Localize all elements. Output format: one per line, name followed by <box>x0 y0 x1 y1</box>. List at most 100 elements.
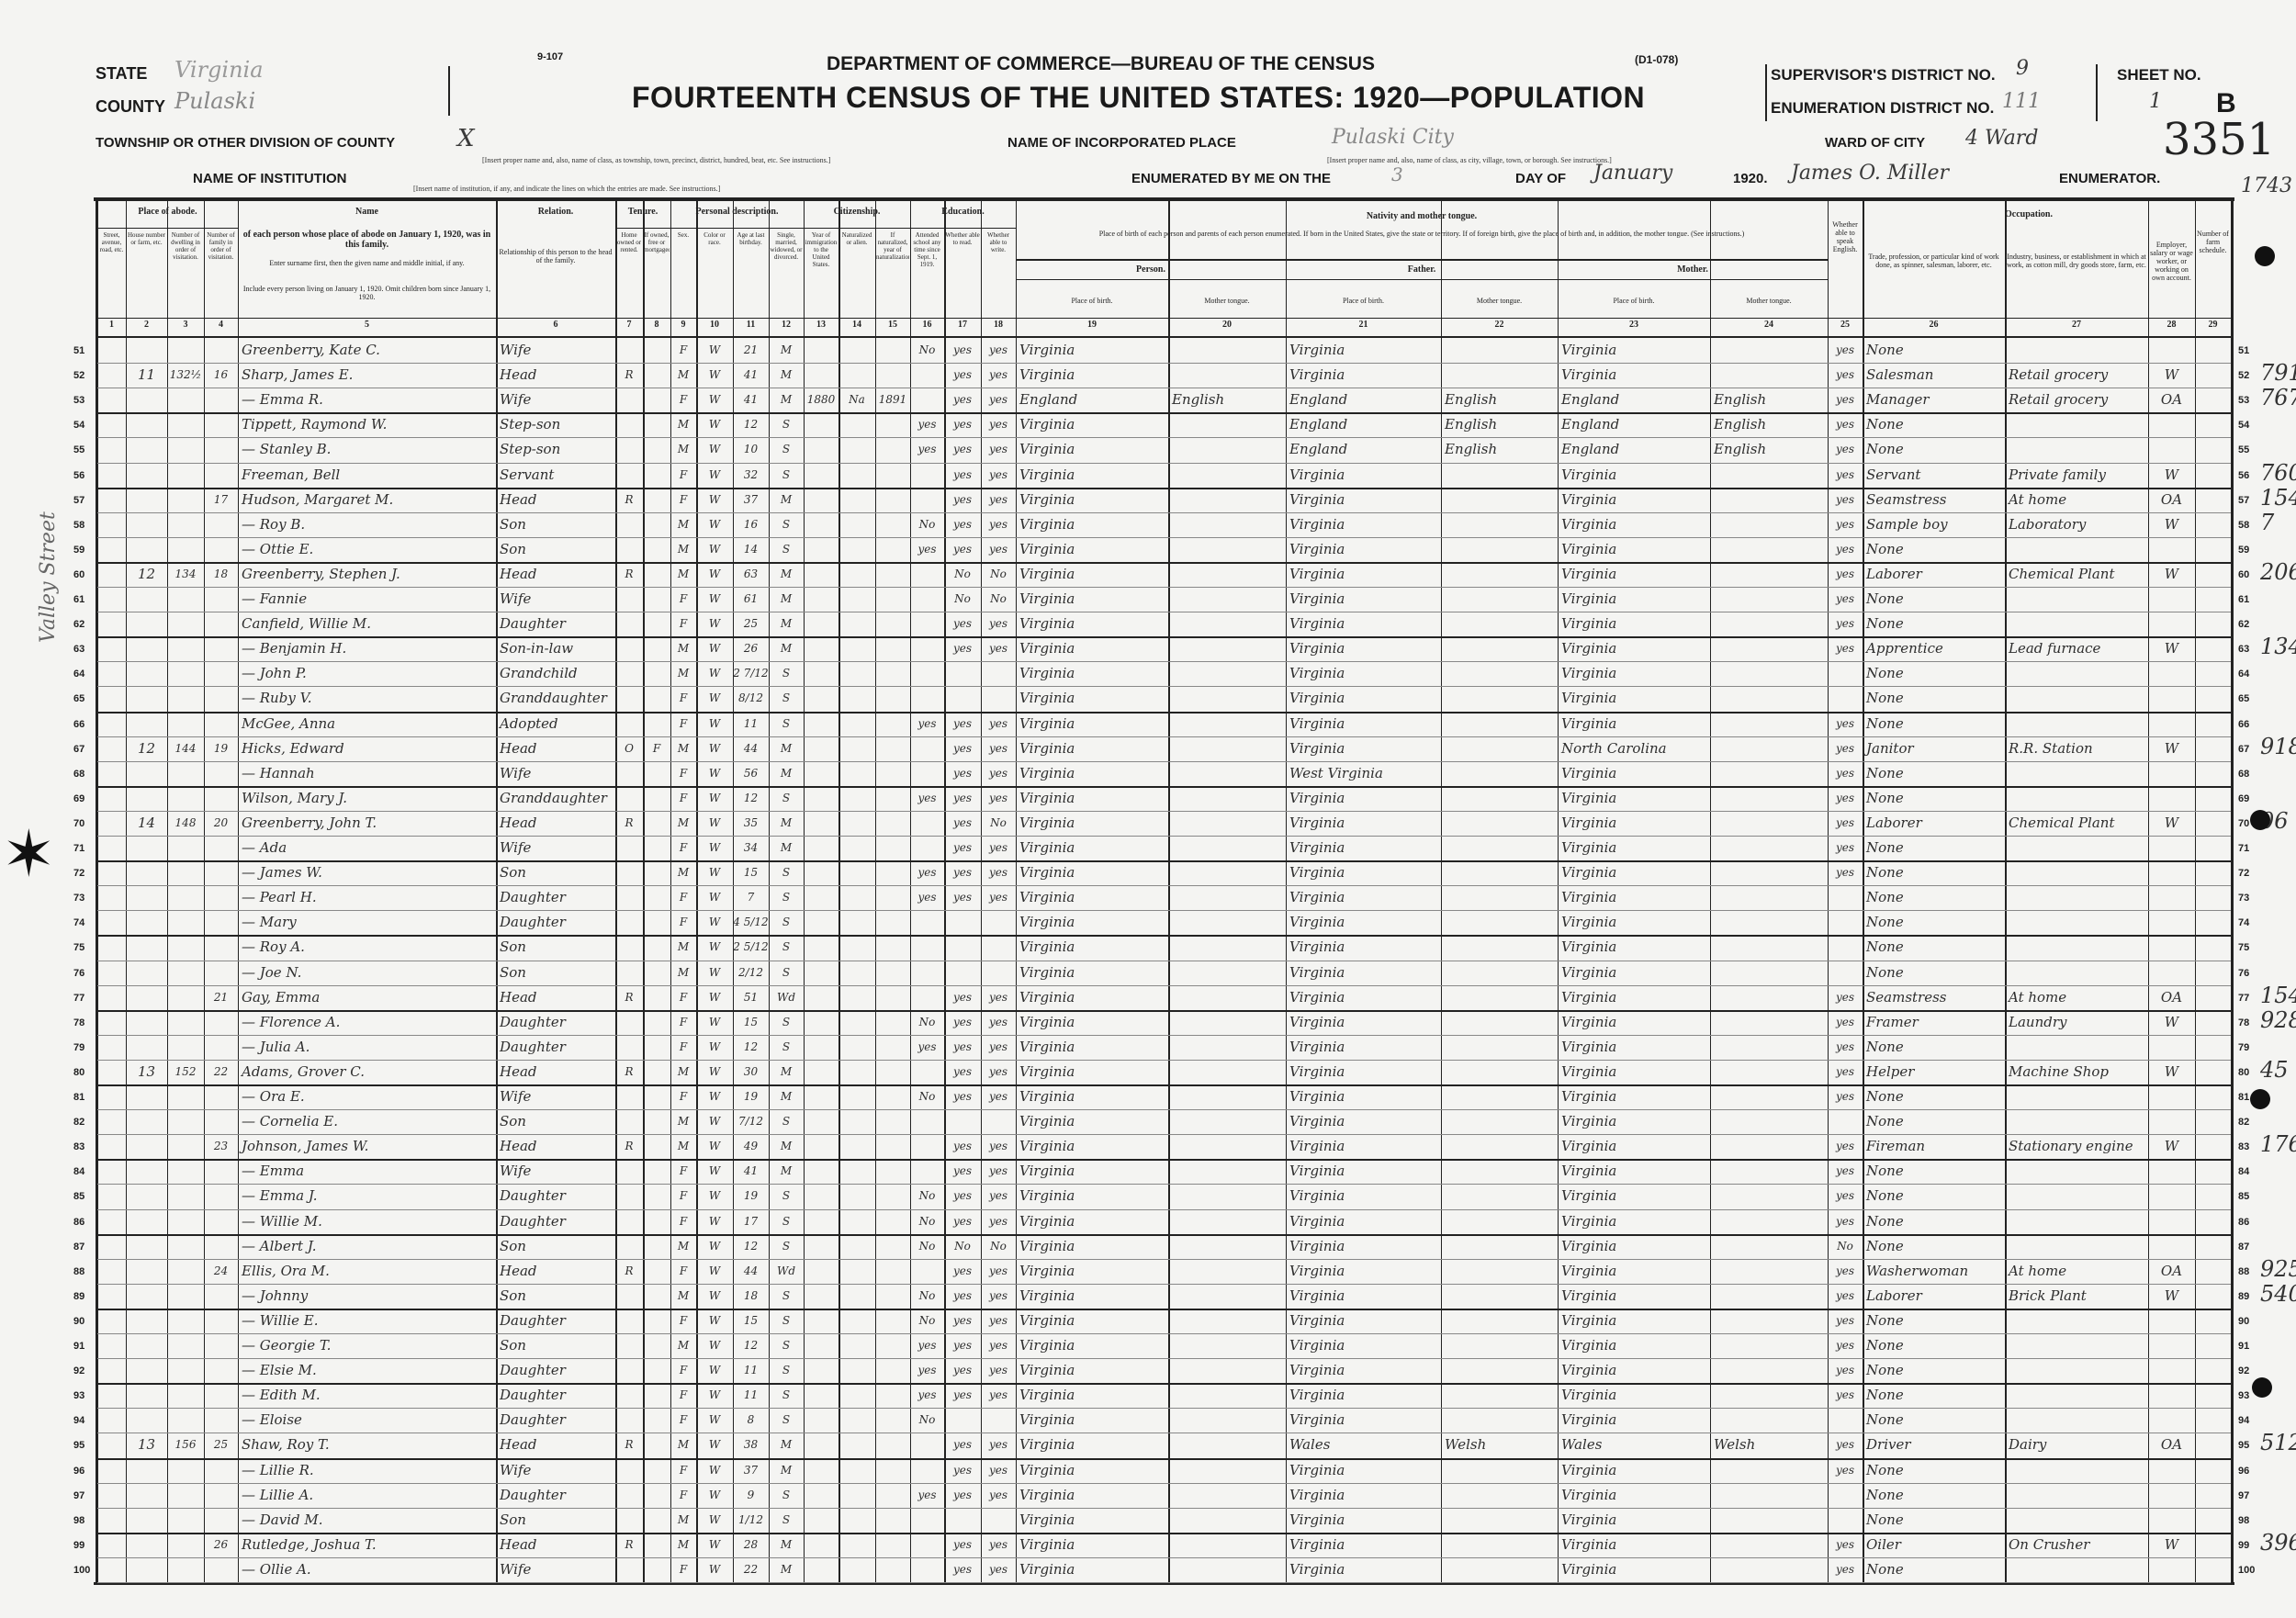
cell-oc: Washerwoman <box>1866 1262 1969 1279</box>
cell-n: — Joe N. <box>242 963 302 981</box>
column-number: 14 <box>852 320 861 330</box>
cell-en: yes <box>1835 1164 1855 1178</box>
cell-fb: Virginia <box>1289 342 1345 358</box>
cell-r: Adopted <box>500 714 558 732</box>
cell-rc: W <box>708 1488 721 1501</box>
cell-rc: W <box>708 418 721 432</box>
cell-r: Daughter <box>500 615 566 633</box>
cell-b: Virginia <box>1019 1411 1075 1429</box>
cell-wr: No <box>990 815 1007 829</box>
cell-a: 7 <box>747 891 755 905</box>
cell-wr: No <box>990 567 1007 580</box>
cell-b: Virginia <box>1019 1038 1075 1055</box>
cell-a: 44 <box>743 741 759 755</box>
line-number: 92 <box>73 1365 85 1377</box>
column-divider <box>643 197 645 1582</box>
cell-ms: M <box>780 1463 793 1477</box>
cell-n: Hudson, Margaret M. <box>242 490 394 508</box>
line-number: 96 <box>73 1465 85 1477</box>
cell-mb: Virginia <box>1561 1038 1617 1055</box>
line-number: 90 <box>73 1315 85 1327</box>
cell-r: Head <box>500 814 537 831</box>
cell-rc: W <box>708 1562 721 1576</box>
cell-n: — Ora E. <box>242 1088 305 1105</box>
cell-mb: Virginia <box>1561 1212 1617 1230</box>
cell-sx: M <box>677 567 690 580</box>
cell-r: Granddaughter <box>500 789 607 806</box>
cell-en: yes <box>1835 1339 1855 1352</box>
cell-sc: No <box>918 1413 936 1427</box>
cell-oc: Servant <box>1866 466 1921 483</box>
cell-rc: W <box>708 1288 721 1302</box>
cell-oc: None <box>1866 1411 1904 1429</box>
cell-ms: M <box>780 492 793 506</box>
cell-cl: W <box>2164 814 2179 831</box>
cell-ft: Welsh <box>1445 1436 1487 1454</box>
cell-wr: yes <box>988 467 1008 481</box>
cell-b: Virginia <box>1019 1362 1075 1379</box>
cell-en: yes <box>1835 1039 1855 1053</box>
state-value: Virginia <box>174 57 264 83</box>
row-divider <box>97 1034 2231 1036</box>
cell-fb: England <box>1289 416 1348 433</box>
cell-rc: W <box>708 393 721 407</box>
cell-b: Virginia <box>1019 490 1075 508</box>
cell-rd: yes <box>952 393 973 407</box>
line-number: 87 <box>2238 1241 2250 1253</box>
cell-b: Virginia <box>1019 1535 1075 1553</box>
cell-r: Head <box>500 1262 537 1279</box>
cell-fb: Virginia <box>1289 490 1345 508</box>
cell-r: Wife <box>500 1163 532 1180</box>
header-mother-tongue: Mother tongue. <box>1476 297 1523 305</box>
margin-annotation: 791 <box>2260 360 2296 387</box>
cell-a: 8/12 <box>738 691 763 705</box>
cell-sx: F <box>679 1090 688 1103</box>
cell-mb: Virginia <box>1561 665 1617 682</box>
cell-ms: S <box>782 443 791 456</box>
cell-oc: None <box>1866 938 1904 956</box>
line-number: 98 <box>73 1514 85 1526</box>
line-number: 100 <box>73 1564 91 1576</box>
cell-sc: yes <box>917 1339 937 1352</box>
cell-ms: S <box>782 1189 791 1203</box>
cell-sx: F <box>679 1562 688 1576</box>
column-divider <box>1286 197 1287 1582</box>
cell-oc: None <box>1866 1038 1904 1055</box>
cell-t: R <box>625 1438 634 1452</box>
cell-a: 12 <box>743 1039 759 1053</box>
line-number: 63 <box>2238 644 2250 656</box>
row-divider <box>97 760 2231 762</box>
cell-ms: S <box>782 1488 791 1501</box>
cell-a: 34 <box>743 841 759 854</box>
row-divider <box>97 910 2231 912</box>
cell-oc: None <box>1866 714 1904 732</box>
cell-n: — Benjamin H. <box>242 640 347 657</box>
cell-fb: Virginia <box>1289 1187 1345 1205</box>
row-divider <box>97 1383 2231 1386</box>
form-code: (D1-078) <box>1635 53 1679 66</box>
margin-annotation: 154 <box>2260 982 2296 1008</box>
line-number: 67 <box>73 743 85 755</box>
line-number: 55 <box>2238 444 2250 456</box>
header-mother: Mother. <box>1677 264 1708 275</box>
cell-n: — Cornelia E. <box>242 1113 339 1130</box>
cell-wr: yes <box>988 1064 1008 1078</box>
cell-mb: Virginia <box>1561 640 1617 657</box>
enumerated-day: 3 <box>1391 163 1403 185</box>
cell-n: Johnson, James W. <box>242 1138 369 1155</box>
column-number: 19 <box>1087 320 1097 330</box>
cell-sx: M <box>677 940 690 954</box>
cell-a: 18 <box>743 1288 759 1302</box>
cell-rd: yes <box>952 517 973 531</box>
cell-en: yes <box>1835 418 1855 432</box>
cell-rc: W <box>708 1140 721 1153</box>
cell-d: 144 <box>174 741 197 755</box>
cell-r: Step-son <box>500 441 561 458</box>
cell-wr: yes <box>988 1264 1008 1277</box>
cell-n: McGee, Anna <box>242 714 336 732</box>
cell-oc: Sample boy <box>1866 515 1948 533</box>
cell-n: Hicks, Edward <box>242 739 344 757</box>
row-divider <box>97 686 2231 688</box>
cell-oc: None <box>1866 615 1904 633</box>
cell-rd: yes <box>952 1140 973 1153</box>
